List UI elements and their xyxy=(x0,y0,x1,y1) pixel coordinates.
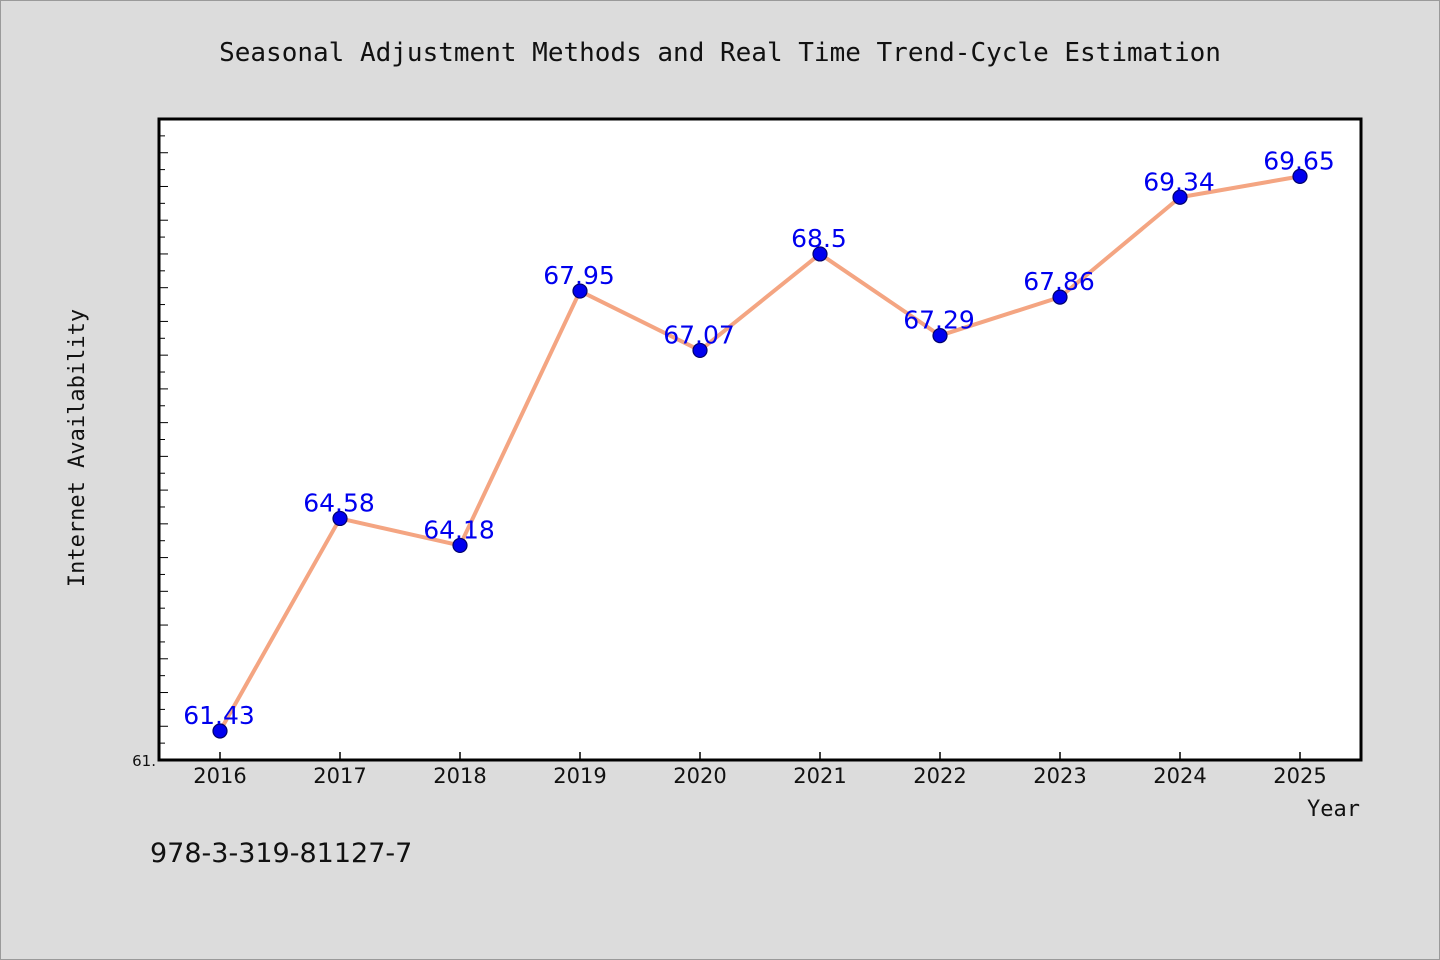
x-tick-label: 2021 xyxy=(793,764,846,788)
data-point xyxy=(692,342,708,359)
data-label: 68.5 xyxy=(791,224,847,253)
x-tick-label: 2018 xyxy=(433,764,486,788)
data-point xyxy=(332,510,348,527)
x-tick-label: 2020 xyxy=(673,764,726,788)
data-label: 64.18 xyxy=(423,515,495,544)
data-point xyxy=(812,246,828,262)
x-tick-label: 2019 xyxy=(553,764,606,788)
y-axis-label: Internet Availability xyxy=(65,309,90,587)
x-axis-ticks: 2016 2017 2018 2019 2020 2021 2022 2023 2024 2025 xyxy=(193,752,1327,788)
y-axis-min-label: 61. xyxy=(132,752,156,770)
footnote-isbn: 978-3-319-81127-7 xyxy=(150,838,412,869)
series-internet-availability: 61.43 64.58 64.18 67.95 67.07 68.5 67.29 67.86 6… xyxy=(183,146,1335,739)
x-tick-label: 2017 xyxy=(313,764,366,788)
chart-title: Seasonal Adjustment Methods and Real Tim… xyxy=(219,38,1221,68)
y-axis-ticks xyxy=(159,135,168,744)
x-tick-label: 2022 xyxy=(913,764,966,788)
data-label: 67.86 xyxy=(1023,267,1095,296)
data-point xyxy=(452,537,468,554)
data-point xyxy=(572,283,588,299)
x-tick-label: 2024 xyxy=(1153,764,1206,788)
data-label: 67.07 xyxy=(663,320,735,349)
x-tick-label: 2023 xyxy=(1033,764,1086,788)
x-tick-label: 2016 xyxy=(193,764,246,788)
x-tick-label: 2025 xyxy=(1273,764,1326,788)
data-label: 61.43 xyxy=(183,701,255,730)
data-point xyxy=(1172,189,1188,205)
plot-area xyxy=(157,117,1363,762)
data-point xyxy=(1292,168,1308,184)
data-label: 67.95 xyxy=(543,261,615,290)
series-line xyxy=(218,174,1302,733)
data-point xyxy=(932,327,948,344)
data-label: 67.29 xyxy=(903,306,975,335)
data-label: 69.65 xyxy=(1263,146,1335,175)
data-point xyxy=(1052,289,1068,305)
data-point xyxy=(212,723,228,739)
data-label: 64.58 xyxy=(303,488,375,517)
data-label: 69.34 xyxy=(1143,167,1215,196)
x-axis-label: Year xyxy=(1307,797,1360,822)
